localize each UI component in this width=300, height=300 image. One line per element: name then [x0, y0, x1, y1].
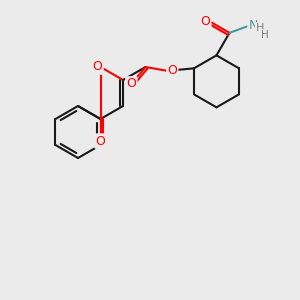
Text: O: O	[96, 135, 106, 148]
Text: O: O	[167, 64, 177, 77]
Text: H: H	[256, 23, 264, 33]
Text: O: O	[93, 61, 103, 74]
Text: H: H	[261, 30, 269, 40]
Text: N: N	[249, 19, 258, 32]
Text: O: O	[126, 77, 136, 90]
Text: O: O	[200, 15, 210, 28]
